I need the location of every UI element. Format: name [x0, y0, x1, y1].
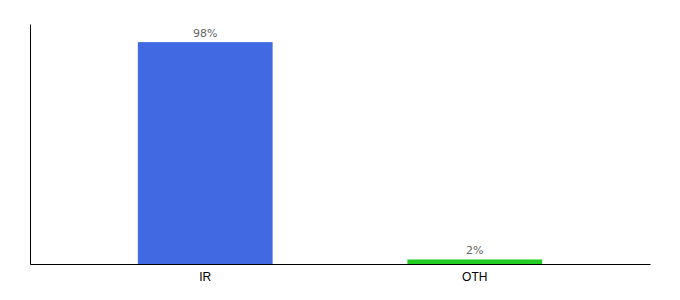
x-tick: IR [199, 264, 211, 284]
bars [138, 42, 542, 264]
x-tick: OTH [462, 264, 487, 284]
x-axis: IR OTH [31, 264, 651, 284]
y-axis [30, 25, 31, 265]
chart: IR OTH 98% 2% [0, 0, 680, 300]
plot: IR OTH 98% 2% [31, 25, 651, 284]
x-axis-line [31, 264, 651, 265]
data-labels: 98% 2% [193, 27, 484, 257]
bar [407, 259, 542, 264]
x-tick-label: IR [199, 270, 211, 284]
data-label: 2% [466, 244, 483, 257]
x-tick-label: OTH [462, 270, 487, 284]
chart-container: IR OTH 98% 2% [0, 0, 680, 300]
bar [138, 42, 273, 264]
y-axis-line [30, 25, 31, 265]
data-label: 98% [193, 27, 217, 40]
